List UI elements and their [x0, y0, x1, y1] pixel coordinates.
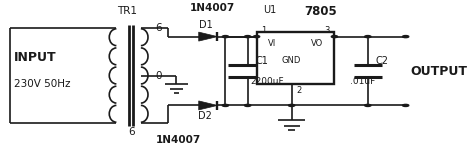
Text: 6: 6 — [128, 127, 135, 137]
Circle shape — [289, 104, 295, 106]
Text: 1: 1 — [261, 26, 266, 35]
Bar — [256, 32, 335, 84]
Polygon shape — [199, 32, 218, 41]
Text: 0: 0 — [155, 71, 162, 80]
Text: .01uF: .01uF — [350, 77, 375, 86]
Text: 2: 2 — [296, 86, 301, 95]
Text: D1: D1 — [199, 20, 212, 30]
Text: TR1: TR1 — [118, 6, 137, 16]
Text: C1: C1 — [255, 56, 269, 66]
Text: 1N4007: 1N4007 — [156, 135, 201, 145]
Text: D2: D2 — [199, 111, 212, 121]
Text: VI: VI — [268, 39, 276, 48]
Text: 6: 6 — [155, 23, 162, 33]
Circle shape — [245, 104, 251, 106]
Circle shape — [245, 35, 251, 38]
Text: 230V 50Hz: 230V 50Hz — [14, 79, 71, 90]
Text: INPUT: INPUT — [14, 51, 57, 64]
Polygon shape — [199, 101, 218, 110]
Text: C2: C2 — [376, 56, 389, 66]
Text: 1N4007: 1N4007 — [190, 3, 235, 13]
Text: U1: U1 — [263, 5, 276, 15]
Circle shape — [402, 35, 409, 38]
Circle shape — [365, 104, 371, 106]
Circle shape — [222, 104, 228, 106]
Text: 2200uF: 2200uF — [250, 77, 283, 86]
Text: 3: 3 — [325, 26, 330, 35]
Circle shape — [222, 35, 228, 38]
Circle shape — [331, 35, 337, 38]
Text: 7805: 7805 — [305, 5, 337, 18]
Circle shape — [402, 104, 409, 106]
Text: VO: VO — [311, 39, 323, 48]
Text: OUTPUT: OUTPUT — [410, 64, 467, 77]
Circle shape — [365, 35, 371, 38]
Text: GND: GND — [282, 56, 301, 65]
Circle shape — [254, 35, 260, 38]
